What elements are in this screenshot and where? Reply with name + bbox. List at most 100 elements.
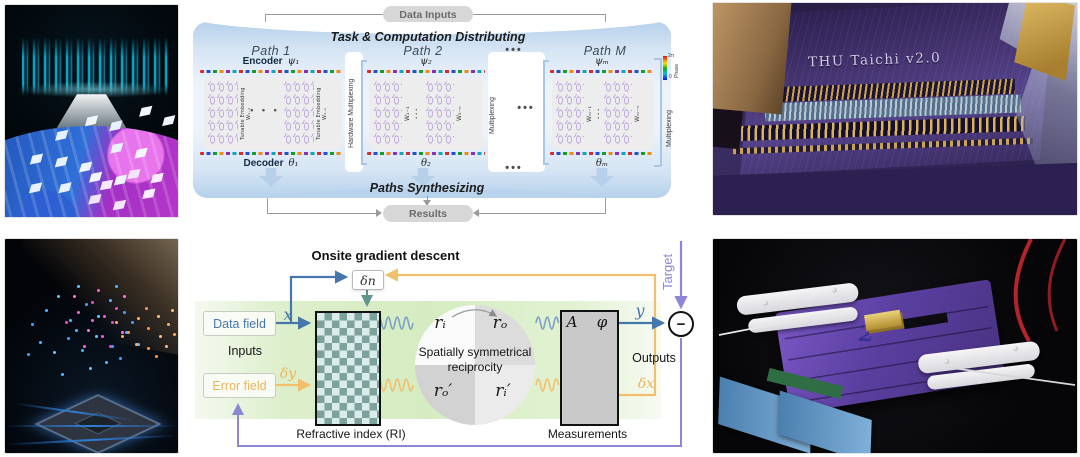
hardware-multiplexing-label: Hardware Multiplexing [348, 78, 355, 149]
connector-line [479, 213, 606, 214]
target-label: Target [660, 253, 675, 291]
forward-wave-blue [376, 316, 414, 330]
light-beam [8, 239, 178, 360]
mesh-label: W₂₋₁ [404, 106, 411, 121]
data-gradient-line [289, 270, 349, 323]
x-label: x [283, 305, 293, 324]
mesh-label: Wₘ₋ₙ [634, 105, 641, 122]
backward-wave-orange [376, 378, 414, 392]
city-glow [18, 81, 172, 99]
mzi-mesh [374, 81, 402, 146]
phase-max-label: 2π [668, 53, 675, 59]
connector-line [267, 213, 377, 214]
feedback-loop [232, 338, 682, 447]
connector-line [267, 198, 268, 214]
data-inputs-pill: Data Inputs [383, 6, 473, 23]
decoder-phase-dashes [200, 152, 342, 155]
mesh-label: Tunable Embedding W₁₋₁ [240, 87, 252, 140]
psi2-symbol: ψ₂ [420, 56, 432, 67]
forward-wave-blue [535, 316, 560, 330]
mesh-ellipsis: • • • [596, 108, 601, 120]
photo-taichi-chip: THU Taichi v2.0 [712, 2, 1078, 216]
r-in-prime-label: rᵢ′ [495, 381, 511, 401]
paths-synthesizing-title: Paths Synthesizing [369, 181, 485, 195]
connector-line [605, 14, 606, 24]
mesh-ellipsis: • • • [414, 108, 419, 120]
r-out-prime-label: rₒ′ [433, 381, 453, 401]
mesh-label: W₂₋ₙ [456, 106, 463, 121]
theta1-symbol: θ₁ [288, 158, 299, 169]
data-inputs-label: Data Inputs [399, 8, 457, 21]
encoder-row-path2: ψ₂ [367, 55, 485, 68]
task-distributing-title: Task & Computation Distributing [330, 30, 526, 44]
r-in-label: rᵢ [434, 313, 446, 333]
decoder-ellipsis: ••• [505, 162, 523, 174]
encoder-row-pathm: ψₘ [550, 55, 654, 68]
measurements-box [560, 310, 619, 426]
subtract-node: − [668, 311, 694, 337]
photo-chip-particles-render [4, 238, 179, 454]
data-field-box: Data field [203, 311, 276, 336]
connector-line [473, 14, 605, 15]
particle-cloud-blue [75, 329, 78, 332]
connector-line [265, 14, 266, 24]
y-label: y [635, 301, 645, 320]
mzi-mesh [284, 81, 314, 146]
photo-packaged-chip: 2 [712, 238, 1078, 454]
wires-overlay [718, 239, 1076, 386]
mux-bracket [361, 60, 363, 164]
optical-fiber [944, 366, 1076, 386]
mux-bracket [660, 58, 662, 166]
red-wire [1047, 239, 1067, 332]
mzi-mesh [426, 81, 454, 146]
multiplexing-label: Multiplexing [489, 97, 496, 134]
mux-bracket [543, 60, 549, 62]
mux-bracket [654, 165, 661, 167]
reciprocity-line2: reciprocity [447, 360, 503, 374]
phase-label: Phase [674, 63, 680, 78]
mux-bracket [361, 163, 367, 165]
mzi-mesh [556, 81, 584, 146]
multiplexing-label: Multiplexing [666, 110, 673, 148]
arrow-right-icon [376, 209, 382, 217]
particle-cloud-orange [121, 335, 124, 338]
wafer-disc [5, 125, 178, 217]
training-diagram-lines [232, 241, 688, 447]
encoder-phase-dashes [550, 70, 654, 73]
phase-symbol-label: φ [596, 313, 608, 331]
results-label: Results [409, 207, 447, 220]
decoder-phase-dashes [550, 152, 654, 155]
red-wire [1013, 239, 1033, 343]
mux-ellipsis: ••• [517, 102, 535, 114]
onsite-training-diagram: Onsite gradient descent δn Data field x … [190, 237, 694, 457]
arrow-left-icon [473, 209, 479, 217]
mux-bracket [654, 58, 661, 60]
decoder-phase-dashes [367, 152, 485, 155]
training-title: Onsite gradient descent [311, 248, 460, 263]
refractive-index-label: Refractive index (RI) [296, 427, 406, 441]
fixture-block [713, 3, 792, 115]
gap-hardware-mux [345, 52, 363, 172]
mux-bracket [543, 163, 549, 165]
results-pill: Results [383, 205, 473, 222]
path-1-title: Path 1 [251, 44, 291, 58]
backward-wave-orange [535, 378, 560, 392]
delta-n-box: δn [352, 270, 384, 290]
arrow-down-icon [423, 200, 431, 206]
circuit-trace [5, 425, 178, 427]
psi1-symbol: ψ₁ [287, 56, 300, 67]
connector-line [265, 14, 383, 15]
thetam-symbol: θₘ [595, 158, 609, 169]
mzi-mesh [208, 81, 238, 146]
amplitude-label: A [566, 313, 578, 331]
decoder-label: Decoder [243, 158, 284, 169]
processor-chip [34, 394, 162, 453]
delta-y-label: δy [279, 366, 297, 382]
error-gradient-loop [384, 268, 657, 397]
path-m-title: Path M [583, 44, 627, 58]
r-out-label: rₒ [492, 313, 508, 333]
mesh-label: Wₘ₋₁ [586, 105, 593, 122]
reciprocity-line1: Spatially symmetrical [418, 345, 532, 359]
measurements-label: Measurements [547, 427, 628, 441]
